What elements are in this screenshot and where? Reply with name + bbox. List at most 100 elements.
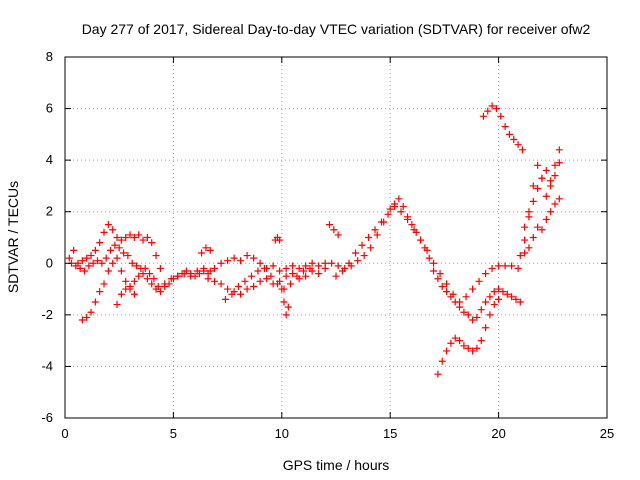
data-point <box>117 267 125 275</box>
data-point <box>352 249 360 257</box>
data-point <box>547 177 555 185</box>
data-point <box>286 280 294 288</box>
data-point <box>143 234 151 241</box>
data-point <box>269 262 277 270</box>
data-point <box>464 311 472 319</box>
x-tick-label: 10 <box>275 426 289 441</box>
data-point <box>321 264 329 272</box>
data-point <box>83 313 91 321</box>
data-point <box>122 234 130 241</box>
data-point <box>534 185 542 193</box>
data-point <box>488 102 496 110</box>
data-point <box>430 267 438 275</box>
data-point <box>200 267 208 275</box>
data-point <box>234 282 242 290</box>
data-point <box>267 272 275 280</box>
data-point <box>256 259 264 267</box>
data-point <box>169 275 177 283</box>
y-tick-label: 8 <box>46 49 53 64</box>
data-point <box>456 298 464 306</box>
data-point <box>224 285 232 293</box>
data-point <box>386 205 394 213</box>
data-point <box>302 262 310 270</box>
data-point <box>345 259 353 267</box>
data-point <box>254 267 262 275</box>
data-point <box>104 221 112 229</box>
data-point <box>146 270 154 278</box>
data-point <box>475 277 483 285</box>
y-axis-label: SDTVAR / TECUs <box>5 181 21 293</box>
data-point <box>495 295 503 303</box>
data-point <box>202 244 210 252</box>
data-point <box>211 277 219 285</box>
data-point <box>482 324 490 332</box>
data-point <box>76 264 84 272</box>
data-point <box>83 254 91 262</box>
data-point <box>243 285 251 293</box>
data-point <box>328 259 336 267</box>
y-tick-label: 4 <box>46 152 53 167</box>
data-point <box>130 234 138 241</box>
data-point <box>217 280 225 288</box>
data-point <box>330 226 338 234</box>
data-point <box>165 280 173 288</box>
data-point <box>482 270 490 278</box>
data-points <box>65 102 563 378</box>
data-point <box>512 295 520 303</box>
data-point <box>302 272 310 280</box>
data-point <box>115 244 123 252</box>
data-point <box>156 264 164 272</box>
data-point <box>490 301 498 309</box>
data-point <box>334 262 342 270</box>
data-point <box>378 218 386 226</box>
data-point <box>438 357 446 365</box>
data-point <box>295 264 303 272</box>
data-point <box>195 270 203 278</box>
y-tick-label: 2 <box>46 204 53 219</box>
data-point <box>87 308 95 316</box>
data-point <box>456 337 464 345</box>
data-point <box>278 285 286 293</box>
data-point <box>495 262 503 270</box>
data-point <box>280 298 288 306</box>
data-point <box>373 231 381 239</box>
data-point <box>542 166 550 174</box>
data-point <box>367 244 375 252</box>
tick-labels: 0 5 10 15 20 25 -6 -4 -2 0 2 4 6 8 <box>41 49 614 441</box>
data-point <box>282 272 290 280</box>
data-point <box>486 293 494 301</box>
data-point <box>299 267 307 275</box>
data-point <box>479 112 487 120</box>
data-point <box>224 257 232 265</box>
data-point <box>135 272 143 280</box>
data-point <box>139 236 147 244</box>
data-point <box>447 339 455 347</box>
data-point <box>221 295 229 303</box>
data-point <box>397 208 405 216</box>
data-point <box>423 246 431 254</box>
data-point <box>525 244 533 252</box>
data-point <box>91 298 99 306</box>
data-point <box>434 275 442 283</box>
data-point <box>230 254 238 262</box>
data-point <box>120 249 128 257</box>
data-point <box>514 264 522 272</box>
data-point <box>395 195 403 203</box>
x-tick-label: 20 <box>491 426 505 441</box>
y-tick-label: 0 <box>46 255 53 270</box>
data-point <box>96 239 104 247</box>
data-point <box>87 252 95 260</box>
data-point <box>139 270 147 278</box>
data-point <box>542 215 550 223</box>
data-point <box>156 288 164 296</box>
data-point <box>516 298 524 306</box>
data-point <box>141 264 149 272</box>
data-point <box>150 275 158 283</box>
data-point <box>495 285 503 293</box>
data-point <box>263 275 271 283</box>
data-point <box>451 334 459 342</box>
data-point <box>434 370 442 378</box>
data-point <box>187 270 195 278</box>
x-tick-label: 15 <box>383 426 397 441</box>
